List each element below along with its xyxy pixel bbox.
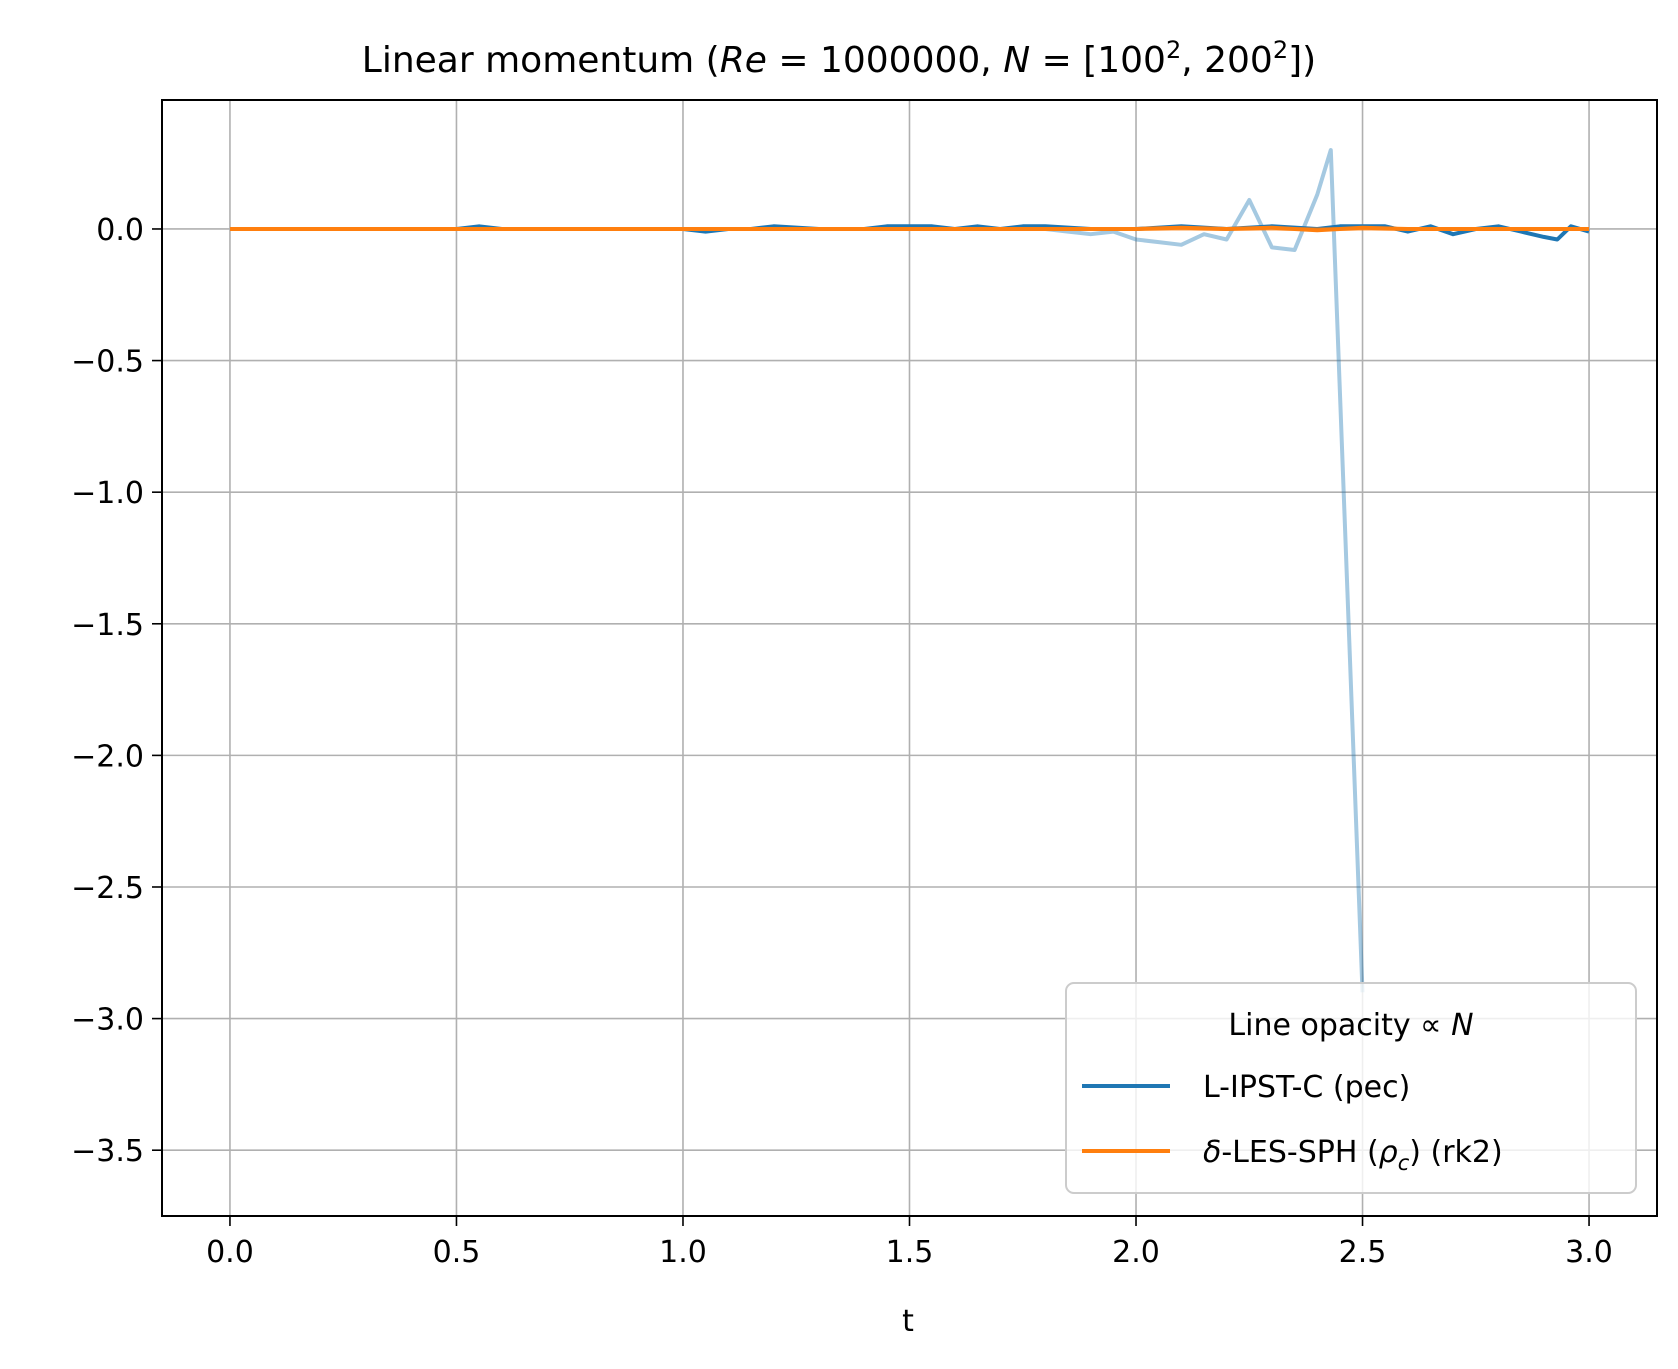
legend-label-deltales: δ-LES-SPH (ρc) (rk2) [1203,1135,1503,1175]
title-exp1: 2 [1166,36,1181,64]
title-eq1: = 1000000, [767,40,1003,81]
title-eq2: = [100 [1030,40,1166,81]
x-tick-label: 2.5 [1339,1235,1387,1270]
legend-label-delta: δ [1203,1135,1221,1170]
x-tick-label: 0.0 [206,1235,254,1270]
legend-label-mid: -LES-SPH ( [1221,1135,1378,1170]
series-line-lipst-100 [230,148,1365,993]
y-tick-label: −3.0 [71,1003,144,1038]
legend-label-lipst: L-IPST-C (pec) [1203,1070,1410,1105]
x-tick-label: 2.0 [1112,1235,1160,1270]
y-axis: 0.0 −0.5 −1.0 −1.5 −2.0 −2.5 −3.0 −3.5 [71,213,162,1169]
title-n: N [1003,40,1030,81]
y-tick-label: 0.0 [96,213,144,248]
legend-title: Line opacity ∝ N [1228,1008,1473,1043]
series-line-deltales-200 [230,225,1589,233]
y-tick-label: −1.5 [71,608,144,643]
title-end: ]) [1288,40,1316,81]
y-tick-label: −2.0 [71,739,144,774]
x-tick-label: 1.5 [886,1235,934,1270]
legend-label-post: ) (rk2) [1409,1135,1502,1170]
x-tick-label: 0.5 [433,1235,481,1270]
legend-title-text: Line opacity ∝ [1228,1008,1451,1043]
title-exp2: 2 [1273,36,1288,64]
title-mid: , 200 [1181,40,1273,81]
y-tick-label: −0.5 [71,345,144,380]
legend-title-var: N [1451,1008,1473,1043]
y-tick-label: −3.5 [71,1134,144,1169]
series-layer [230,148,1590,993]
legend-box [1065,982,1637,1194]
y-tick-label: −1.0 [71,476,144,511]
chart-title: Linear momentum (Re = 1000000, N = [1002… [362,36,1316,81]
title-re: Re [720,40,767,81]
x-tick-label: 1.0 [659,1235,707,1270]
legend-label-sub: c [1398,1151,1410,1175]
x-axis: 0.0 0.5 1.0 1.5 2.0 2.5 3.0 [206,1216,1613,1270]
x-tick-label: 3.0 [1565,1235,1613,1270]
title-main: Linear momentum ( [362,40,720,81]
y-tick-label: −2.5 [71,871,144,906]
legend-label-rho: ρ [1379,1135,1398,1170]
legend: Line opacity ∝ N L-IPST-C (pec) δ-LES-SP… [1065,982,1637,1194]
x-axis-label: t [902,1304,914,1339]
